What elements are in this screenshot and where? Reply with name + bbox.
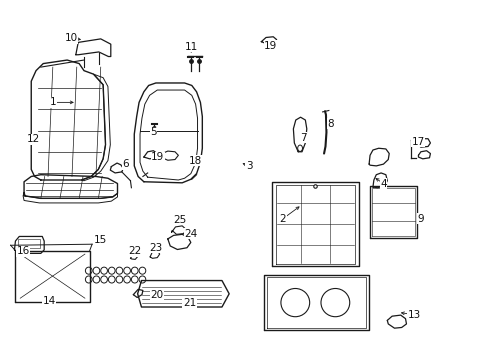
Ellipse shape	[123, 276, 130, 283]
Text: 9: 9	[416, 214, 423, 224]
Text: 8: 8	[327, 118, 333, 129]
Text: 5: 5	[150, 127, 157, 138]
Text: 21: 21	[183, 298, 196, 308]
Text: 2: 2	[279, 214, 285, 224]
Text: 16: 16	[17, 246, 30, 256]
Ellipse shape	[108, 276, 115, 283]
Ellipse shape	[85, 276, 92, 283]
Text: 14: 14	[42, 296, 56, 306]
Ellipse shape	[85, 267, 92, 274]
Text: 4: 4	[379, 179, 386, 189]
Ellipse shape	[101, 276, 107, 283]
Ellipse shape	[116, 276, 122, 283]
Text: 25: 25	[173, 215, 186, 225]
Text: 12: 12	[27, 134, 40, 144]
Text: 24: 24	[184, 229, 197, 239]
Ellipse shape	[131, 276, 138, 283]
Text: 11: 11	[185, 42, 198, 51]
Ellipse shape	[320, 288, 349, 317]
Text: 13: 13	[407, 310, 420, 320]
Ellipse shape	[93, 267, 100, 274]
Ellipse shape	[131, 267, 138, 274]
Ellipse shape	[280, 288, 309, 317]
Ellipse shape	[139, 267, 145, 274]
Text: 22: 22	[128, 246, 142, 256]
Text: 18: 18	[188, 156, 202, 166]
Text: 6: 6	[122, 159, 129, 169]
Text: 10: 10	[64, 33, 78, 43]
Text: 15: 15	[94, 235, 107, 245]
Text: 7: 7	[299, 133, 305, 143]
Ellipse shape	[123, 267, 130, 274]
Text: 3: 3	[245, 161, 252, 171]
Ellipse shape	[101, 267, 107, 274]
Text: 19: 19	[151, 152, 164, 162]
Ellipse shape	[108, 267, 115, 274]
Ellipse shape	[116, 267, 122, 274]
Text: 23: 23	[149, 243, 163, 253]
Text: 1: 1	[49, 98, 56, 107]
Ellipse shape	[139, 276, 145, 283]
Text: 20: 20	[150, 290, 163, 300]
Text: 17: 17	[410, 137, 424, 147]
Ellipse shape	[93, 276, 100, 283]
Text: 19: 19	[264, 41, 277, 51]
